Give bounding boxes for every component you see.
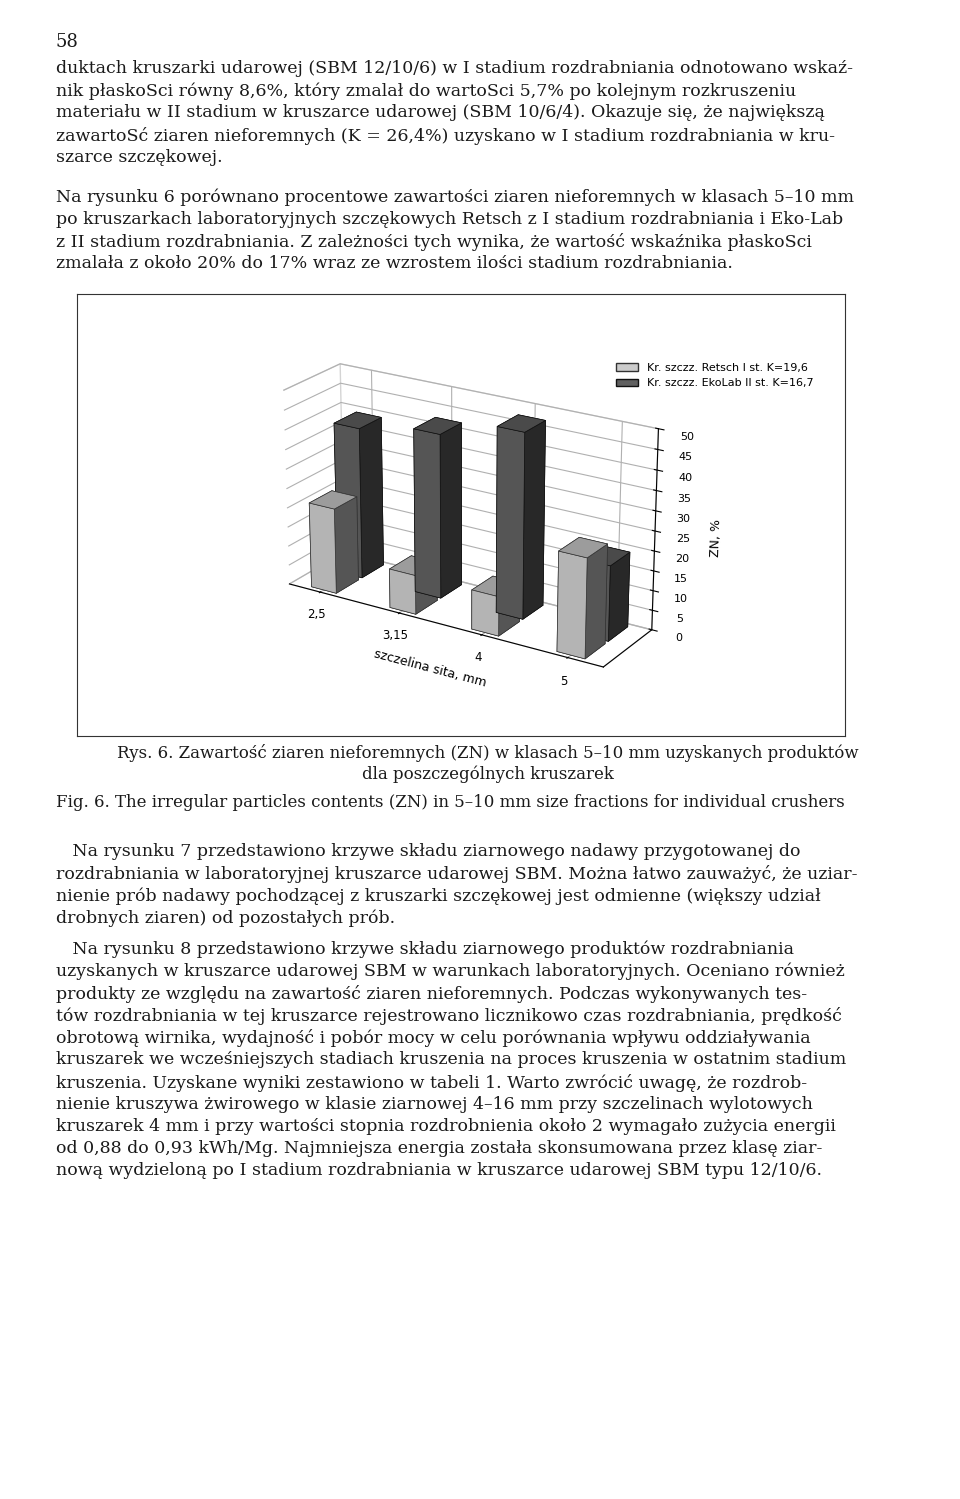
Text: nienie kruszywa żwirowego w klasie ziarnowej 4–16 mm przy szczelinach wylotowych: nienie kruszywa żwirowego w klasie ziarn…	[56, 1096, 812, 1112]
X-axis label: szczelina sita, mm: szczelina sita, mm	[372, 648, 488, 690]
Text: kruszarek we wcześniejszych stadiach kruszenia na proces kruszenia w ostatnim st: kruszarek we wcześniejszych stadiach kru…	[56, 1051, 846, 1069]
Text: uzyskanych w kruszarce udarowej SBM w warunkach laboratoryjnych. Oceniano równie: uzyskanych w kruszarce udarowej SBM w wa…	[56, 962, 845, 980]
Text: szarce szczękowej.: szarce szczękowej.	[56, 148, 223, 166]
Text: Na rysunku 8 przedstawiono krzywe składu ziarnowego produktów rozdrabniania: Na rysunku 8 przedstawiono krzywe składu…	[56, 940, 794, 958]
Text: duktach kruszarki udarowej (SBM 12/10/6) w I stadium rozdrabniania odnotowano ws: duktach kruszarki udarowej (SBM 12/10/6)…	[56, 60, 852, 76]
Text: od 0,88 do 0,93 kWh/Mg. Najmniejsza energia została skonsumowana przez klasę zia: od 0,88 do 0,93 kWh/Mg. Najmniejsza ener…	[56, 1141, 822, 1157]
Text: Fig. 6. The irregular particles contents (ZN) in 5–10 mm size fractions for indi: Fig. 6. The irregular particles contents…	[56, 793, 845, 811]
Text: kruszenia. Uzyskane wyniki zestawiono w tabeli 1. Warto zwrócić uwagę, że rozdro: kruszenia. Uzyskane wyniki zestawiono w …	[56, 1073, 806, 1091]
Text: Na rysunku 6 porównano procentowe zawartości ziaren nieforemnych w klasach 5–10 : Na rysunku 6 porównano procentowe zawart…	[56, 189, 853, 207]
Text: nienie prób nadawy pochodzącej z kruszarki szczękowej jest odmienne (większy udz: nienie prób nadawy pochodzącej z kruszar…	[56, 887, 821, 904]
Legend: Kr. szczz. Retsch I st. K=19,6, Kr. szczz. EkoLab II st. K=16,7: Kr. szczz. Retsch I st. K=19,6, Kr. szcz…	[612, 358, 818, 393]
Text: po kruszarkach laboratoryjnych szczękowych Retsch z I stadium rozdrabniania i Ek: po kruszarkach laboratoryjnych szczękowy…	[56, 211, 843, 228]
Text: z II stadium rozdrabniania. Z zależności tych wynika, że wartość wskaźnika płask: z II stadium rozdrabniania. Z zależności…	[56, 234, 811, 252]
Text: Rys. 6. Zawartość ziaren nieforemnych (ZN) w klasach 5–10 mm uzyskanych produktó: Rys. 6. Zawartość ziaren nieforemnych (Z…	[117, 744, 858, 761]
Text: tów rozdrabniania w tej kruszarce rejestrowano licznikowo czas rozdrabniania, pr: tów rozdrabniania w tej kruszarce rejest…	[56, 1007, 842, 1025]
Text: rozdrabniania w laboratoryjnej kruszarce udarowej SBM. Można łatwo zauważyć, że : rozdrabniania w laboratoryjnej kruszarce…	[56, 865, 857, 883]
Text: drobnych ziaren) od pozostałych prób.: drobnych ziaren) od pozostałych prób.	[56, 910, 395, 926]
Text: materiału w II stadium w kruszarce udarowej (SBM 10/6/4). Okazuje się, że najwię: materiału w II stadium w kruszarce udaro…	[56, 105, 825, 121]
Text: produkty ze względu na zawartość ziaren nieforemnych. Podczas wykonywanych tes-: produkty ze względu na zawartość ziaren …	[56, 985, 806, 1003]
Text: zawartoSć ziaren nieforemnych (K = 26,4%) uzyskano w I stadium rozdrabniania w k: zawartoSć ziaren nieforemnych (K = 26,4%…	[56, 126, 834, 144]
Text: zmalała z około 20% do 17% wraz ze wzrostem ilości stadium rozdrabniania.: zmalała z około 20% do 17% wraz ze wzros…	[56, 255, 732, 273]
Text: nik płaskoSci równy 8,6%, który zmalał do wartoSci 5,7% po kolejnym rozkruszeniu: nik płaskoSci równy 8,6%, który zmalał d…	[56, 82, 796, 99]
Text: obrotową wirnika, wydajność i pobór mocy w celu porównania wpływu oddziaływania: obrotową wirnika, wydajność i pobór mocy…	[56, 1030, 810, 1048]
Text: 58: 58	[56, 33, 79, 51]
Text: kruszarek 4 mm i przy wartości stopnia rozdrobnienia około 2 wymagało zużycia en: kruszarek 4 mm i przy wartości stopnia r…	[56, 1118, 835, 1135]
Text: Na rysunku 7 przedstawiono krzywe składu ziarnowego nadawy przygotowanej do: Na rysunku 7 przedstawiono krzywe składu…	[56, 842, 801, 860]
Text: dla poszczególnych kruszarek: dla poszczególnych kruszarek	[362, 766, 613, 784]
Text: nową wydzieloną po I stadium rozdrabniania w kruszarce udarowej SBM typu 12/10/6: nową wydzieloną po I stadium rozdrabnian…	[56, 1162, 822, 1180]
